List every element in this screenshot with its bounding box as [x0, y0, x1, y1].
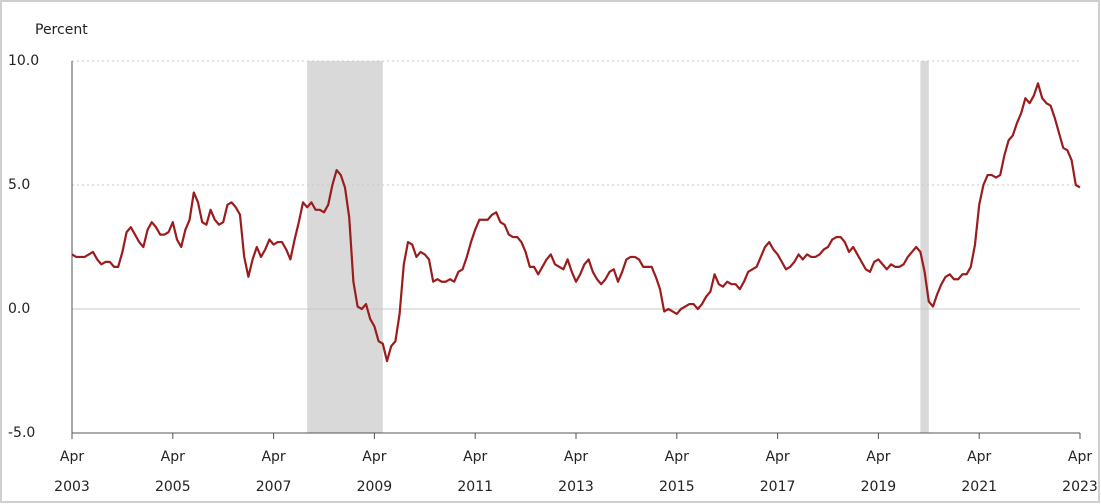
x-tick-label: Apr 2011	[457, 449, 493, 495]
x-tick-label: Apr 2017	[760, 449, 796, 495]
x-tick-label: Apr 2019	[861, 449, 897, 495]
recession-shade	[307, 61, 383, 433]
x-tick-label: Apr 2007	[256, 449, 292, 495]
x-tick-label: Apr 2013	[558, 449, 594, 495]
y-tick-label: -5.0	[8, 425, 35, 441]
y-tick-label: 0.0	[8, 301, 30, 317]
x-tick-label: Apr 2005	[155, 449, 191, 495]
recession-shade	[920, 61, 929, 433]
x-tick-label: Apr 2003	[54, 449, 90, 495]
y-axis-title: Percent	[35, 22, 88, 38]
y-tick-label: 10.0	[8, 53, 39, 69]
data-line	[71, 82, 1081, 363]
x-tick-label: Apr 2023	[1062, 449, 1098, 495]
x-tick-label: Apr 2015	[659, 449, 695, 495]
x-tick-label: Apr 2021	[961, 449, 997, 495]
x-tick-label: Apr 2009	[357, 449, 393, 495]
y-tick-label: 5.0	[8, 177, 30, 193]
